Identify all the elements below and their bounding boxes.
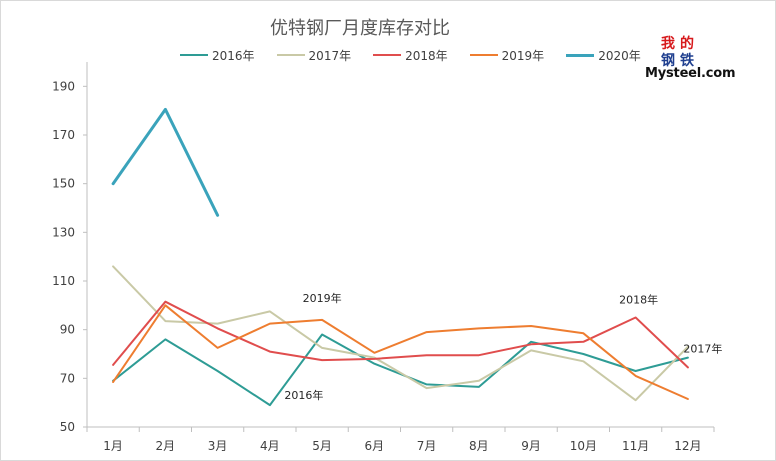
y-tick-label: 90	[60, 323, 75, 337]
series-annotation-0: 2019年	[303, 291, 342, 305]
series-annotation-1: 2016年	[284, 388, 323, 402]
x-tick-label: 8月	[469, 439, 489, 453]
series-annotation-2: 2018年	[619, 293, 658, 307]
legend-label: 2020年	[598, 48, 641, 63]
y-tick-label: 170	[52, 128, 75, 142]
y-tick-label: 130	[52, 225, 75, 239]
chart-title: 优特钢厂月度库存对比	[270, 18, 450, 39]
x-tick-label: 3月	[208, 439, 228, 453]
logo-char: 的	[680, 36, 694, 52]
legend-item-1: 2017年	[276, 47, 352, 64]
chart-legend: 2016年 2017年 2018年 2019年 2020年	[180, 46, 663, 64]
x-tick-label: 10月	[570, 439, 597, 453]
x-tick-label: 5月	[312, 439, 332, 453]
x-tick-label: 2月	[156, 439, 176, 453]
legend-item-0: 2016年	[180, 47, 255, 64]
series-line-2	[112, 300, 689, 369]
y-tick-label: 110	[52, 274, 75, 288]
y-tick-label: 150	[52, 177, 75, 191]
legend-label: 2018年	[405, 48, 448, 63]
logo-text: Mysteel.com	[645, 66, 736, 81]
y-tick-label: 70	[60, 371, 75, 385]
logo-char: 钢	[661, 53, 675, 69]
y-tick-label: 190	[52, 79, 75, 93]
x-tick-label: 9月	[521, 439, 541, 453]
x-tick-label: 4月	[260, 439, 280, 453]
legend-label: 2019年	[501, 48, 545, 63]
series-line-3	[112, 304, 689, 400]
legend-item-3: 2019年	[469, 47, 545, 64]
series-line-0	[112, 333, 689, 407]
logo-char: 我	[661, 36, 675, 52]
legend-item-2: 2018年	[373, 47, 448, 64]
x-tick-label: 12月	[674, 439, 701, 453]
series-line-4	[111, 107, 220, 217]
legend-swatch	[180, 54, 208, 56]
logo-chars: 我的钢铁	[659, 36, 696, 69]
legend-swatch	[276, 54, 305, 56]
legend-item-4: 2020年	[566, 47, 641, 64]
legend-swatch	[566, 53, 595, 57]
legend-swatch	[373, 54, 402, 56]
x-tick-label: 11月	[622, 439, 649, 453]
series-annotation-3: 2017年	[683, 342, 722, 356]
legend-label: 2016年	[212, 48, 255, 63]
y-tick-label: 50	[60, 420, 75, 434]
x-tick-label: 1月	[103, 439, 123, 453]
mysteel-logo: 我的钢铁 Mysteel.com	[645, 36, 740, 84]
x-tick-label: 6月	[365, 439, 385, 453]
logo-char: 铁	[680, 53, 694, 69]
legend-label: 2017年	[308, 48, 352, 63]
x-tick-label: 7月	[417, 439, 437, 453]
legend-swatch	[469, 54, 498, 56]
